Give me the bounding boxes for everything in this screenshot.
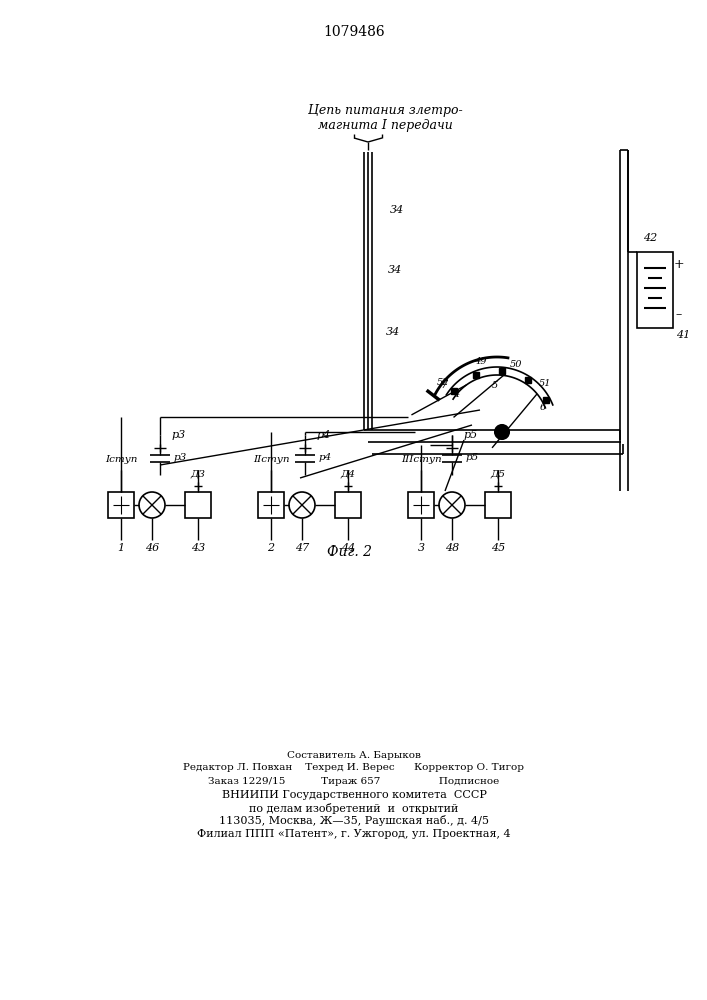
Text: 1079486: 1079486 [323, 25, 385, 39]
Text: р3: р3 [172, 430, 186, 440]
Text: Д3: Д3 [190, 470, 206, 479]
Text: р3: р3 [174, 454, 187, 462]
Bar [258, 492, 284, 518]
Text: IIступ: IIступ [252, 456, 289, 464]
Text: р5: р5 [464, 430, 478, 440]
Text: 42: 42 [643, 233, 657, 243]
Text: 48: 48 [445, 543, 459, 553]
Text: 7: 7 [441, 380, 448, 390]
Text: 1: 1 [117, 543, 124, 553]
Text: Филиал ППП «Патент», г. Ужгород, ул. Проектная, 4: Филиал ППП «Патент», г. Ужгород, ул. Про… [197, 829, 511, 839]
Text: 34: 34 [386, 327, 400, 337]
Bar [472, 372, 479, 378]
Text: 44: 44 [341, 543, 355, 553]
Bar [335, 492, 361, 518]
Text: Заказ 1229/15           Тираж 657                  Подписное: Заказ 1229/15 Тираж 657 Подписное [209, 776, 500, 786]
Text: 43: 43 [191, 543, 205, 553]
Text: 46: 46 [145, 543, 159, 553]
Text: 5: 5 [492, 381, 498, 390]
Bar [485, 492, 511, 518]
Bar [499, 368, 506, 374]
Circle shape [139, 492, 165, 518]
Text: Фиг. 2: Фиг. 2 [327, 545, 373, 559]
Text: р4: р4 [317, 430, 332, 440]
Circle shape [439, 492, 465, 518]
Text: Д4: Д4 [341, 470, 356, 479]
Text: Д5: Д5 [491, 470, 506, 479]
Circle shape [289, 492, 315, 518]
Circle shape [495, 425, 509, 439]
Text: 113035, Москва, Ж—35, Раушская наб., д. 4/5: 113035, Москва, Ж—35, Раушская наб., д. … [219, 816, 489, 826]
Bar [451, 388, 457, 394]
Text: IIIступ: IIIступ [401, 456, 441, 464]
Text: Редактор Л. Повхан    Техред И. Верес      Корректор О. Тигор: Редактор Л. Повхан Техред И. Верес Корре… [184, 764, 525, 772]
Text: 52: 52 [436, 378, 449, 387]
Text: ВНИИПИ Государственного комитета  СССР: ВНИИПИ Государственного комитета СССР [221, 790, 486, 800]
Text: 51: 51 [539, 379, 551, 388]
Text: 6: 6 [539, 403, 546, 412]
Bar [525, 377, 531, 383]
Bar [408, 492, 434, 518]
Bar [637, 252, 673, 328]
Text: 34: 34 [388, 265, 402, 275]
Text: по делам изобретений  и  открытий: по делам изобретений и открытий [250, 802, 459, 814]
Text: Цепь питания злетро-
магнита I передачи: Цепь питания злетро- магнита I передачи [308, 104, 462, 132]
Text: +: + [674, 258, 684, 271]
Bar [108, 492, 134, 518]
Text: 2: 2 [267, 543, 274, 553]
Bar [185, 492, 211, 518]
Text: 49: 49 [474, 357, 486, 366]
Text: 47: 47 [295, 543, 309, 553]
Text: р4: р4 [319, 454, 332, 462]
Text: –: – [676, 308, 682, 322]
Text: 4: 4 [452, 390, 459, 399]
Text: Составитель А. Барыков: Составитель А. Барыков [287, 750, 421, 760]
Text: 34: 34 [390, 205, 404, 215]
Text: 50: 50 [510, 360, 522, 369]
Bar [543, 397, 549, 403]
Text: р5: р5 [466, 454, 479, 462]
Text: 3: 3 [417, 543, 425, 553]
Text: Iступ: Iступ [105, 456, 137, 464]
Text: 45: 45 [491, 543, 505, 553]
Text: 41: 41 [676, 330, 690, 340]
